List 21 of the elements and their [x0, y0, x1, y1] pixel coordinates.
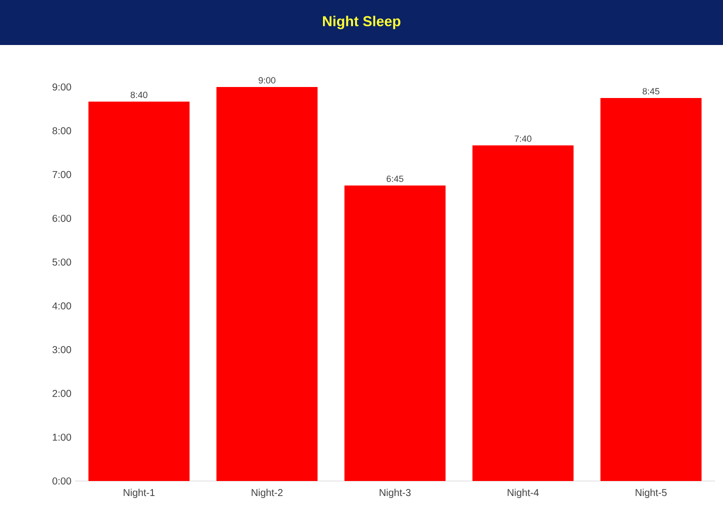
- y-tick-label: 1:00: [52, 434, 72, 441]
- data-label: 9:00: [258, 77, 276, 84]
- x-tick-label: Night-3: [380, 488, 411, 498]
- x-tick-label: Night-2: [252, 488, 283, 498]
- y-tick-label: 4:00: [52, 302, 72, 310]
- data-label: 6:45: [386, 176, 404, 182]
- y-tick-label: 0:00: [52, 477, 72, 485]
- data-label: 8:45: [642, 88, 660, 94]
- y-tick-label: 7:00: [52, 171, 72, 178]
- chart-title: Night Sleep: [323, 16, 400, 30]
- y-tick-label: 2:00: [52, 390, 72, 397]
- y-tick-label: 8:00: [52, 127, 72, 134]
- y-tick-label: 5:00: [52, 258, 72, 266]
- x-tick-label: Night-1: [124, 488, 155, 498]
- data-label: 7:40: [514, 135, 532, 142]
- data-label: 8:40: [130, 92, 148, 98]
- y-tick-label: 6:00: [52, 214, 72, 222]
- x-tick-label: Night-5: [636, 488, 667, 498]
- y-tick-label: 9:00: [52, 83, 72, 91]
- x-tick-label: Night-4: [508, 488, 539, 498]
- y-tick-label: 3:00: [52, 346, 72, 354]
